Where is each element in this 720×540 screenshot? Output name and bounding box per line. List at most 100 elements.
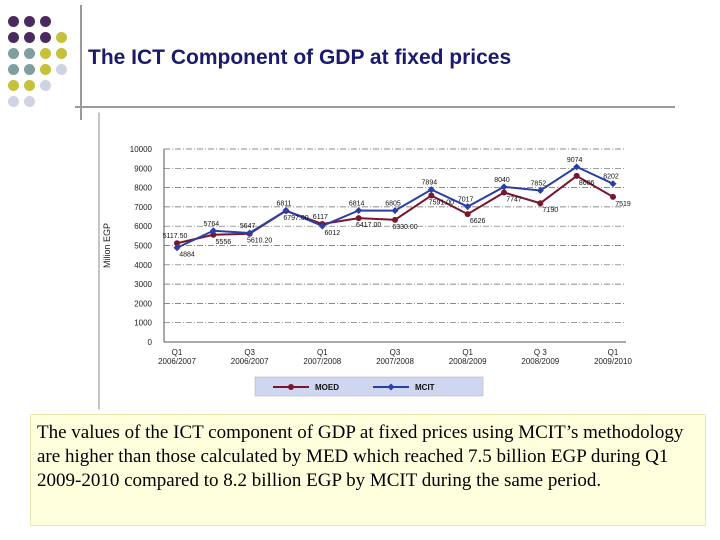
y-tick-label: 10000 (130, 145, 153, 154)
data-point-moed (573, 172, 580, 179)
data-label: 7017 (458, 197, 474, 204)
x-tick-label-quarter: Q 3 (534, 348, 547, 357)
chart: 0 1000 2000 3000 4000 5000 6000 7000 8000 9000 100… (98, 112, 658, 410)
data-label: 7519 (615, 201, 631, 208)
data-label: 6417.00 (356, 222, 381, 229)
data-label: 6811 (276, 201, 291, 208)
data-point-mcit (173, 244, 181, 252)
decorative-dot (40, 32, 51, 43)
data-point-mcit (573, 163, 581, 171)
data-point-mcit (318, 222, 326, 230)
data-label: 8606 (579, 180, 595, 187)
legend-marker-moed (288, 384, 294, 390)
x-tick-label-quarter: Q1 (317, 348, 328, 357)
y-axis-label: Milion EGP (102, 223, 112, 268)
data-label: 6814 (349, 200, 365, 207)
data-label: 7190 (543, 207, 559, 214)
x-tick-label-year: 2008/2009 (521, 357, 559, 366)
data-point-mcit (282, 207, 290, 215)
data-label: 7894 (422, 180, 438, 187)
decorative-dot (40, 80, 51, 91)
data-label: 5117.50 (163, 233, 188, 240)
decorative-dot (8, 80, 19, 91)
data-point-mcit (246, 229, 254, 237)
x-tick-label-quarter: Q1 (172, 348, 183, 357)
data-label: 8202 (603, 174, 619, 181)
data-label: 6626 (470, 218, 486, 225)
decorative-dot (24, 64, 35, 75)
x-tick-label-year: 2007/2008 (303, 357, 341, 366)
data-label: 6805 (385, 201, 401, 208)
data-label: 6012 (325, 230, 341, 237)
decorative-dot (8, 32, 19, 43)
decorative-dot (24, 96, 35, 107)
data-point-moed (464, 211, 471, 218)
decorative-dot (56, 48, 67, 59)
data-label: 5764 (204, 221, 220, 228)
data-point-mcit (609, 180, 617, 188)
x-tick-label-year: 2006/2007 (231, 357, 269, 366)
page-title: The ICT Component of GDP at fixed prices (88, 46, 512, 69)
x-tick-label-year: 2007/2008 (376, 357, 414, 366)
data-label: 4884 (179, 252, 195, 259)
data-label: 6117 (313, 214, 328, 221)
decorative-dot (8, 48, 19, 59)
data-point-moed (174, 240, 180, 247)
data-label: 5556 (216, 239, 232, 246)
x-tick-label-year: 2008/2009 (449, 357, 487, 366)
x-tick-label-year: 2006/2007 (158, 357, 196, 366)
decorative-dot-grid (8, 16, 78, 126)
data-point-mcit (355, 206, 363, 214)
decorative-dot (40, 48, 51, 59)
data-point-moed (392, 216, 398, 223)
data-point-mcit (500, 183, 508, 191)
title-divider-horizontal (75, 106, 675, 108)
data-point-mcit (536, 186, 544, 194)
decorative-dot (40, 16, 51, 27)
data-label: 6330.00 (392, 224, 417, 231)
y-tick-label: 4000 (134, 261, 152, 270)
data-point-moed (537, 200, 544, 207)
y-tick-label: 7000 (134, 203, 152, 212)
data-point-mcit (427, 186, 435, 194)
data-point-moed (355, 215, 362, 222)
title-divider-vertical (80, 5, 82, 120)
decorative-dot (8, 64, 19, 75)
y-tick-label: 6000 (134, 222, 152, 231)
data-point-mcit (464, 203, 472, 211)
y-tick-label: 5000 (134, 242, 152, 251)
data-label: 8040 (494, 177, 510, 184)
decorative-dot (24, 80, 35, 91)
decorative-dot (24, 16, 35, 27)
decorative-dot (56, 32, 67, 43)
y-tick-label: 8000 (134, 184, 152, 193)
data-point-moed (610, 193, 616, 200)
legend-marker-mcit (387, 383, 395, 391)
data-label: 6797.00 (283, 215, 308, 222)
decorative-dot (24, 48, 35, 59)
data-label: 5610.20 (247, 238, 272, 245)
y-tick-label: 2000 (134, 299, 152, 308)
x-tick-label-quarter: Q3 (244, 348, 255, 357)
y-tick-label: 0 (148, 338, 153, 347)
decorative-dot (8, 96, 19, 107)
data-point-moed (428, 192, 435, 199)
x-tick-label-year: 2009/2010 (594, 357, 632, 366)
decorative-dot (24, 32, 35, 43)
data-label: 9074 (567, 157, 583, 164)
y-tick-label: 1000 (134, 319, 152, 328)
data-point-moed (210, 231, 217, 238)
data-point-mcit (391, 207, 399, 215)
data-label: 7591.00 (429, 199, 454, 206)
x-tick-label-quarter: Q1 (462, 348, 473, 357)
legend-label: MCIT (415, 383, 435, 392)
data-point-moed (501, 189, 507, 196)
x-tick-label-quarter: Q1 (608, 348, 619, 357)
line-chart: 0 1000 2000 3000 4000 5000 6000 7000 8000 9000 100… (98, 112, 632, 410)
data-label: 7747 (506, 196, 522, 203)
data-label: 5647 (240, 223, 256, 230)
decorative-dot (56, 64, 67, 75)
legend-label: MOED (315, 383, 339, 392)
chart-left-edge (98, 112, 100, 410)
y-tick-label: 3000 (134, 280, 152, 289)
